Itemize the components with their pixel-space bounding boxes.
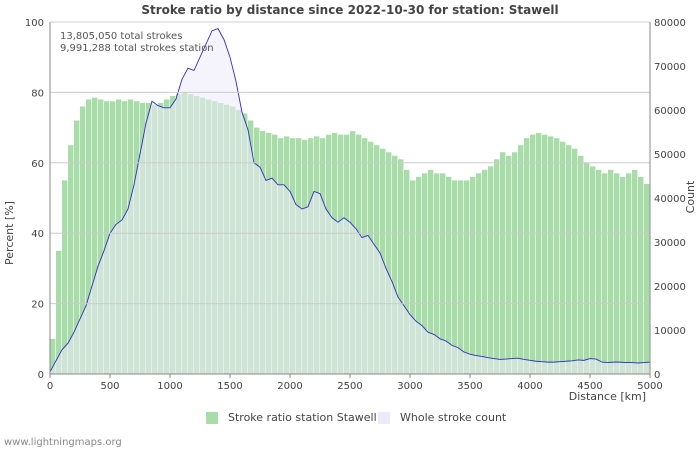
y-left-tick-label: 40 <box>31 229 44 240</box>
x-tick-label: 4500 <box>577 381 602 392</box>
y-right-tick-label: 80000 <box>654 18 686 29</box>
ratio-bar <box>50 338 56 374</box>
ratio-bar <box>500 152 506 374</box>
ratio-bar <box>434 173 440 374</box>
y-right-tick-label: 60000 <box>654 106 686 117</box>
ratio-bar <box>470 176 476 374</box>
ratio-bar <box>596 169 602 374</box>
ratio-bar <box>452 180 458 374</box>
x-tick-label: 5000 <box>637 381 662 392</box>
ratio-bar <box>632 169 638 374</box>
ratio-bar <box>398 159 404 374</box>
ratio-bar <box>584 162 590 374</box>
ratio-bar <box>578 155 584 374</box>
y-left-tick-label: 0 <box>38 370 44 381</box>
legend-swatch-count <box>378 411 390 424</box>
footer-credit: www.lightningmaps.org <box>4 437 122 448</box>
ratio-bar <box>464 180 470 374</box>
legend-swatch-ratio <box>206 411 218 424</box>
ratio-bar <box>488 166 494 374</box>
ratio-bar <box>548 136 554 374</box>
y-right-tick-label: 70000 <box>654 62 686 73</box>
ratio-bar <box>554 138 560 374</box>
x-tick-label: 4000 <box>517 381 542 392</box>
y-right-tick-label: 30000 <box>654 238 686 249</box>
ratio-bar <box>86 99 92 374</box>
ratio-bar <box>440 173 446 374</box>
y-right-tick-label: 40000 <box>654 194 686 205</box>
ratio-bar <box>608 169 614 374</box>
ratio-bar <box>602 173 608 374</box>
ratio-bar <box>644 183 650 374</box>
ratio-bar <box>590 166 596 374</box>
y-right-tick-label: 10000 <box>654 326 686 337</box>
ratio-bar <box>542 134 548 374</box>
annotation-total-strokes: 13,805,050 total strokes <box>60 31 182 42</box>
y-left-tick-label: 60 <box>31 159 44 170</box>
ratio-bar <box>56 250 62 374</box>
y-left-tick-label: 20 <box>31 300 44 311</box>
ratio-bar <box>98 99 104 374</box>
y-axis-left-label: Percent [%] <box>3 201 16 265</box>
ratio-bar <box>506 155 512 374</box>
ratio-bar <box>416 176 422 374</box>
x-tick-label: 2500 <box>337 381 362 392</box>
ratio-bar <box>638 176 644 374</box>
y-right-tick-label: 0 <box>654 370 660 381</box>
annotation-station-strokes: 9,991,288 total strokes station <box>60 43 214 54</box>
x-tick-label: 3500 <box>457 381 482 392</box>
tick-labels: 0 500 1000 1500 2000 2500 3000 3500 4000 4500 5000… <box>25 18 686 392</box>
y-right-tick-label: 50000 <box>654 150 686 161</box>
ratio-bar <box>68 145 74 374</box>
ratio-bar <box>404 169 410 374</box>
legend-label-ratio: Stroke ratio station Stawell <box>228 411 377 424</box>
x-tick-label: 1000 <box>157 381 182 392</box>
ratio-bar <box>80 106 86 374</box>
ratio-bar <box>392 155 398 374</box>
count-area-fill <box>50 28 650 374</box>
ratio-bar <box>92 97 98 375</box>
y-left-tick-label: 100 <box>25 18 44 29</box>
x-tick-label: 1500 <box>217 381 242 392</box>
legend-item-count: Whole stroke count <box>378 411 506 424</box>
ratio-bar <box>494 159 500 374</box>
ratio-bar <box>422 173 428 374</box>
ratio-bar <box>518 145 524 374</box>
ratio-bar <box>560 141 566 374</box>
ratio-bar <box>482 169 488 374</box>
ratio-bar <box>626 173 632 374</box>
ratio-bar <box>104 101 110 374</box>
legend-item-ratio: Stroke ratio station Stawell <box>206 411 377 424</box>
ratio-bar <box>572 148 578 374</box>
ratio-bar <box>524 138 530 374</box>
ratio-bar <box>62 180 68 374</box>
grid-lines <box>50 21 650 305</box>
x-tick-label: 2000 <box>277 381 302 392</box>
x-axis-label: Distance [km] <box>569 390 646 403</box>
ratio-bar <box>614 173 620 374</box>
y-left-tick-label: 80 <box>31 88 44 99</box>
x-tick-label: 3000 <box>397 381 422 392</box>
x-tick-label: 0 <box>47 381 53 392</box>
ratio-bar <box>476 173 482 374</box>
ratio-bar <box>458 180 464 374</box>
ratio-bar <box>446 176 452 374</box>
ratio-bar <box>536 132 542 374</box>
ratio-bar <box>530 134 536 374</box>
count-line <box>49 28 651 373</box>
legend-label-count: Whole stroke count <box>400 411 507 424</box>
ratio-bar <box>410 180 416 374</box>
ratio-bar <box>566 145 572 374</box>
count-area <box>49 28 651 374</box>
chart-title: Stroke ratio by distance since 2022-10-3… <box>141 3 559 17</box>
ratio-bar <box>386 152 392 374</box>
y-axis-right-label: Count <box>684 180 697 213</box>
x-tick-label: 500 <box>100 381 119 392</box>
ratio-bar <box>428 169 434 374</box>
ratio-bar <box>620 176 626 374</box>
ratio-bar <box>512 152 518 374</box>
ratio-bar <box>74 120 80 374</box>
y-right-tick-label: 20000 <box>654 282 686 293</box>
